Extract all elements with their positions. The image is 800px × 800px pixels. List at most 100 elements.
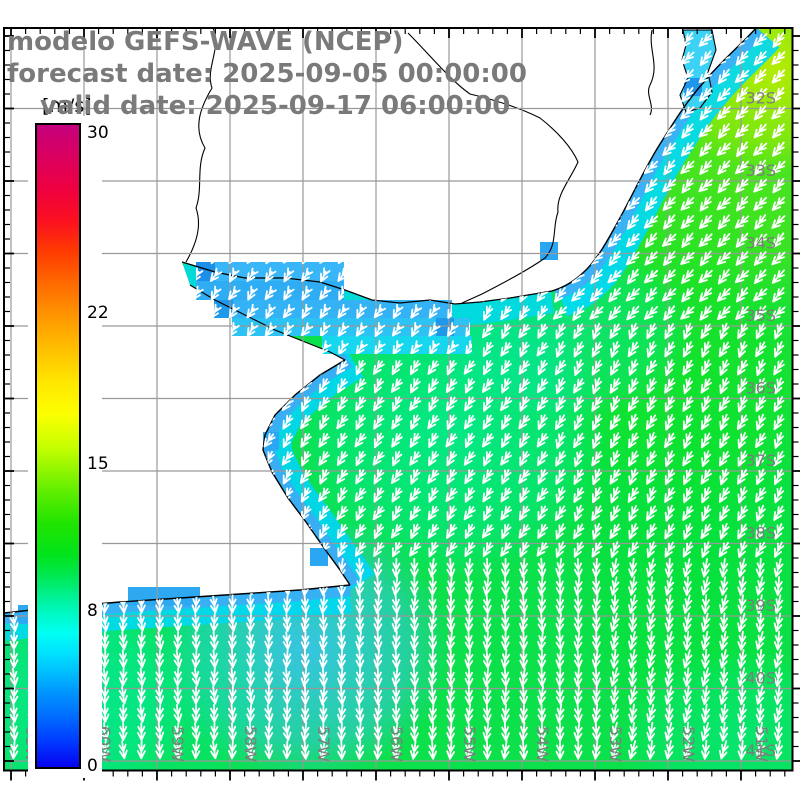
- wind-arrow: [501, 667, 510, 687]
- wind-arrow: [428, 685, 438, 706]
- wind-arrow: [591, 649, 601, 669]
- wind-arrow: [9, 722, 19, 741]
- wind-arrow: [518, 378, 531, 394]
- wind-arrow: [372, 451, 385, 466]
- wind-arrow: [136, 704, 146, 723]
- wind-arrow: [609, 576, 620, 596]
- wind-arrow: [409, 487, 421, 503]
- wind-arrow: [464, 378, 476, 394]
- wind-arrow: [681, 287, 694, 303]
- wind-arrow: [626, 214, 639, 230]
- wind-arrow: [773, 558, 784, 578]
- wind-arrow: [700, 523, 712, 540]
- colorbar-tick-label: 0: [87, 756, 98, 776]
- wind-arrow: [682, 594, 693, 614]
- wind-arrow: [753, 233, 768, 247]
- wind-arrow: [500, 594, 510, 614]
- wind-arrow: [736, 196, 749, 212]
- coastline-path: [679, 29, 717, 113]
- wind-arrow: [662, 269, 676, 284]
- wind-arrow: [463, 360, 476, 375]
- wind-arrow: [771, 269, 785, 284]
- wind-arrow: [591, 341, 603, 358]
- wind-arrow: [646, 612, 656, 632]
- wind-arrow: [209, 267, 223, 282]
- wind-arrow: [682, 541, 694, 558]
- wind-arrow: [591, 468, 603, 486]
- wind-arrow: [573, 721, 583, 742]
- wind-arrow: [481, 378, 494, 393]
- wind-arrow: [681, 123, 694, 139]
- wind-arrow: [700, 630, 711, 651]
- wind-arrow: [173, 740, 183, 760]
- wind-arrow: [700, 323, 712, 339]
- wind-arrow: [464, 576, 474, 596]
- wind-arrow: [391, 685, 401, 706]
- wind-arrow: [228, 649, 237, 669]
- wind-arrow: [628, 703, 638, 724]
- wind-arrow: [699, 50, 712, 66]
- latitude-label: 41S: [745, 741, 776, 760]
- wind-arrow: [373, 378, 384, 394]
- wind-arrow: [318, 432, 330, 448]
- wind-arrow: [355, 703, 365, 724]
- wind-arrow: [773, 414, 785, 431]
- wind-arrow: [555, 541, 566, 558]
- wind-arrow: [118, 722, 128, 741]
- wind-arrow: [464, 487, 476, 503]
- wind-arrow: [246, 685, 256, 705]
- wind-arrow: [771, 106, 786, 120]
- wind-arrow: [428, 630, 437, 651]
- wind-arrow: [625, 251, 640, 266]
- wind-arrow: [392, 505, 403, 521]
- wave-height-cell: [684, 78, 702, 96]
- colorbar-tick-label: 15: [87, 454, 109, 474]
- wind-arrow: [610, 648, 619, 669]
- wind-arrow: [753, 251, 767, 266]
- wind-arrow: [264, 740, 274, 760]
- wind-arrow: [354, 542, 367, 557]
- wind-arrow: [755, 468, 766, 485]
- latitude-label: 35S: [745, 306, 776, 325]
- wind-arrow: [392, 542, 403, 558]
- wind-arrow: [682, 612, 693, 633]
- wind-arrow: [283, 285, 295, 301]
- wind-arrow: [100, 613, 110, 632]
- wind-arrow: [518, 469, 531, 484]
- wind-arrow: [682, 576, 692, 596]
- wind-arrow: [628, 576, 638, 596]
- wind-arrow: [246, 267, 259, 282]
- wind-arrow: [664, 395, 676, 413]
- wind-arrow: [483, 360, 494, 376]
- wind-arrow: [337, 304, 350, 319]
- wind-arrow: [246, 304, 259, 319]
- wind-arrow: [337, 576, 346, 596]
- wind-arrow: [682, 685, 692, 705]
- wind-arrow: [209, 631, 219, 650]
- wind-arrow: [717, 87, 731, 102]
- wind-arrow: [662, 233, 677, 247]
- wind-arrow: [118, 667, 128, 687]
- wind-arrow: [500, 451, 513, 466]
- wind-arrow: [610, 685, 619, 705]
- wind-arrow: [664, 487, 676, 503]
- wind-arrow: [337, 739, 346, 760]
- wind-arrow: [537, 576, 547, 596]
- wind-arrow: [228, 594, 237, 614]
- wind-arrow: [191, 613, 201, 632]
- wind-arrow: [628, 721, 638, 742]
- wind-arrow: [464, 721, 474, 742]
- wind-arrow: [137, 722, 146, 741]
- wind-arrow: [735, 160, 749, 175]
- wind-arrow: [664, 359, 675, 376]
- wind-arrow: [681, 269, 694, 284]
- wind-arrow: [337, 703, 347, 724]
- latitude-label: 38S: [745, 524, 776, 543]
- wind-arrow: [591, 359, 603, 376]
- wind-arrow: [680, 51, 695, 65]
- wind-arrow: [719, 322, 730, 340]
- wind-arrow: [573, 487, 585, 503]
- wind-arrow: [482, 414, 494, 430]
- wind-arrow: [281, 451, 294, 466]
- wind-arrow: [737, 739, 747, 760]
